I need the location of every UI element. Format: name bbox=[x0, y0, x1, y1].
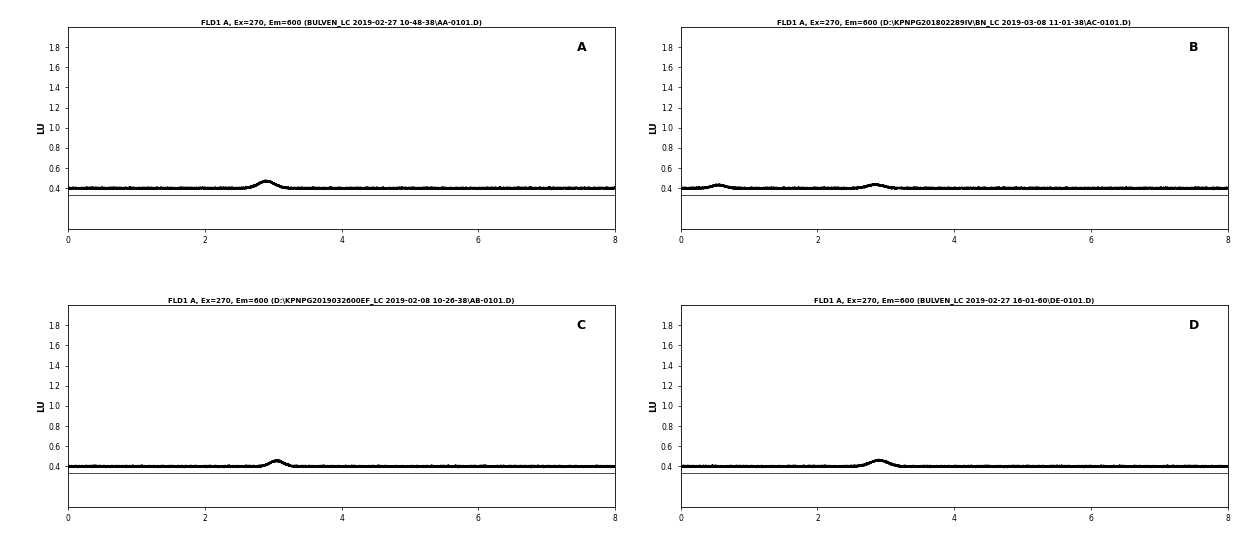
Y-axis label: LU: LU bbox=[37, 399, 46, 412]
Text: B: B bbox=[1189, 41, 1199, 54]
Text: D: D bbox=[1189, 319, 1199, 332]
Y-axis label: LU: LU bbox=[650, 399, 658, 412]
Y-axis label: LU: LU bbox=[650, 121, 658, 134]
Text: C: C bbox=[577, 319, 587, 332]
Title: FLD1 A, Ex=270, Em=600 (BULVEN_LC 2019-02-27 10-48-38\AA-0101.D): FLD1 A, Ex=270, Em=600 (BULVEN_LC 2019-0… bbox=[201, 19, 482, 26]
Title: FLD1 A, Ex=270, Em=600 (BULVEN_LC 2019-02-27 16-01-60\DE-0101.D): FLD1 A, Ex=270, Em=600 (BULVEN_LC 2019-0… bbox=[813, 298, 1095, 304]
Title: FLD1 A, Ex=270, Em=600 (D:\KPNPG201802289IV\BN_LC 2019-03-08 11-01-38\AC-0101.D): FLD1 A, Ex=270, Em=600 (D:\KPNPG20180228… bbox=[777, 19, 1131, 26]
Title: FLD1 A, Ex=270, Em=600 (D:\KPNPG2019032600EF_LC 2019-02-08 10-26-38\AB-0101.D): FLD1 A, Ex=270, Em=600 (D:\KPNPG20190326… bbox=[169, 298, 515, 304]
Text: A: A bbox=[577, 41, 587, 54]
Y-axis label: LU: LU bbox=[37, 121, 46, 134]
